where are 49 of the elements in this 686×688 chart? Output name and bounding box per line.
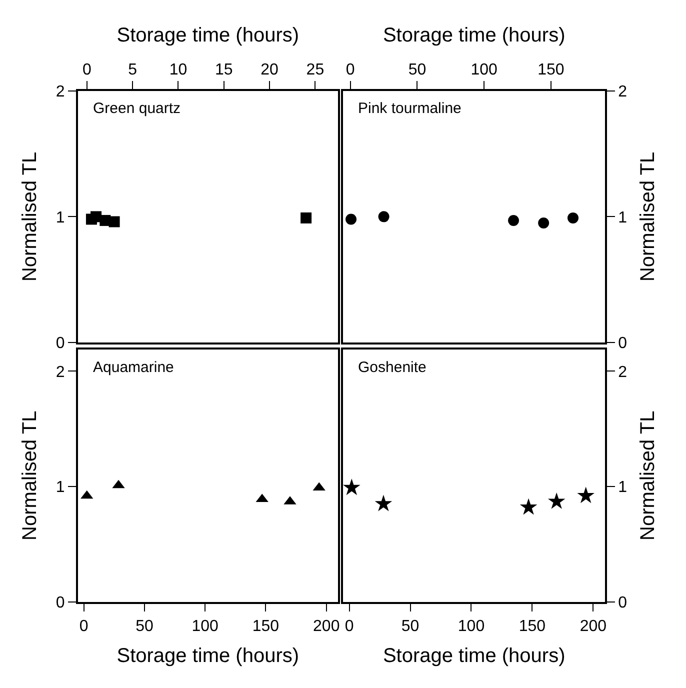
y-tick-label: 0: [56, 594, 65, 612]
x-tick-label: 150: [518, 618, 546, 635]
x-tick-label: 10: [169, 62, 188, 79]
x-axis-title: Storage time (hours): [116, 24, 300, 47]
y-tick-label: 1: [618, 479, 628, 496]
text: Goshenite: [358, 359, 426, 376]
x-tick-label: 200: [313, 618, 340, 635]
y-tick-label: 0: [56, 335, 65, 352]
y-axis-title: Normalised TL: [637, 410, 660, 540]
x-tick-label: 150: [252, 618, 280, 635]
x-tick-label: 50: [408, 62, 426, 79]
y-tick-label: 2: [618, 83, 628, 100]
y-axis-title: Normalised TL: [637, 152, 660, 282]
x-tick-label: 100: [192, 618, 219, 635]
text: Pink tourmaline: [358, 100, 462, 117]
y-tick-label: 2: [618, 364, 628, 381]
x-tick-label: 20: [260, 62, 279, 79]
text: Aquamarine: [93, 359, 174, 376]
x-tick-label: 15: [214, 62, 233, 79]
y-tick-label: 0: [618, 594, 628, 612]
y-tick-label: 1: [56, 479, 65, 496]
x-tick-label: 100: [458, 618, 485, 635]
x-axis-title: Storage time (hours): [382, 24, 566, 47]
y-tick-label: 2: [56, 83, 65, 100]
x-tick-label: 0: [79, 618, 88, 635]
x-tick-label: 0: [346, 62, 355, 79]
x-tick-label: 50: [136, 618, 154, 635]
point: [343, 478, 360, 496]
point: [374, 494, 392, 512]
x-tick-label: 0: [82, 62, 92, 79]
point: [520, 498, 538, 515]
x-axis-title: Storage time (hours): [382, 644, 566, 667]
y-tick-label: 2: [56, 364, 65, 381]
x-axis-title: Storage time (hours): [116, 644, 300, 667]
y-tick-label: 1: [618, 209, 628, 226]
y-axis-title: Normalised TL: [18, 410, 41, 540]
x-tick-label: 200: [580, 618, 607, 635]
x-tick-label: 50: [401, 618, 420, 635]
point: [548, 492, 566, 509]
y-tick-label: 0: [618, 335, 628, 352]
y-axis-title: Normalised TL: [18, 152, 41, 282]
x-tick-label: 25: [306, 62, 324, 79]
x-tick-label: 100: [470, 62, 498, 79]
x-tick-label: 0: [344, 618, 354, 635]
text: Green quartz: [93, 100, 181, 117]
point: [577, 486, 594, 504]
y-tick-label: 1: [56, 209, 65, 226]
x-tick-label: 150: [538, 62, 564, 79]
x-tick-label: 5: [128, 62, 138, 79]
